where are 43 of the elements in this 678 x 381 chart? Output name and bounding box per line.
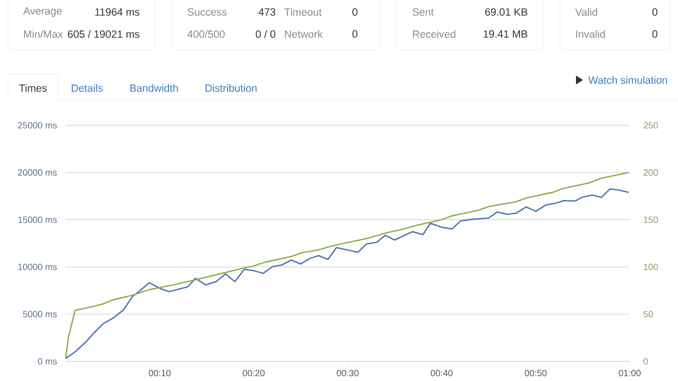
text: 0 xyxy=(652,8,658,16)
text: 69.01 KB xyxy=(485,8,528,16)
text: Sent xyxy=(412,8,434,16)
y-tick-label: 25000 ms xyxy=(18,122,57,128)
text: Bandwidth xyxy=(130,84,178,92)
text: 0 / 0 xyxy=(256,30,276,38)
y2-tick-label: 50 xyxy=(644,310,653,318)
text: Distribution xyxy=(206,84,257,92)
y-tick-label: 20000 ms xyxy=(18,169,57,176)
text: Watch simulation xyxy=(588,76,668,84)
text: 11964 ms xyxy=(95,8,140,16)
text: Average xyxy=(23,7,62,17)
text: Details xyxy=(72,84,103,92)
text: Received xyxy=(413,30,456,38)
text: 0 xyxy=(352,8,358,16)
text: Invalid xyxy=(576,30,605,38)
y2-tick-label: 100 xyxy=(644,264,658,270)
text: Times xyxy=(19,84,47,92)
text: 473 xyxy=(258,8,276,16)
text: Network xyxy=(285,30,323,38)
x-tick-label: 00:20 xyxy=(242,370,265,376)
y-tick-label: 5000 ms xyxy=(23,310,57,318)
x-tick-label: 00:50 xyxy=(524,370,547,376)
y-tick-label: 15000 ms xyxy=(18,216,57,223)
text: 0 xyxy=(352,30,358,38)
x-tick-label: 01:00 xyxy=(618,370,641,376)
y2-tick-label: 250 xyxy=(644,122,658,128)
x-tick-label: 00:10 xyxy=(148,370,171,376)
y2-tick-label: 200 xyxy=(644,169,658,176)
text: 400/500 xyxy=(187,30,225,38)
y-tick-label: 0 ms xyxy=(38,358,57,364)
text: Valid xyxy=(575,8,598,16)
y-tick-label: 10000 ms xyxy=(18,264,57,270)
x-tick-label: 00:40 xyxy=(430,370,453,376)
text: Min/Max xyxy=(24,30,63,38)
y2-tick-label: 0 xyxy=(644,358,648,364)
text: Success xyxy=(188,8,226,16)
text: Timeout xyxy=(284,8,322,16)
y2-tick-label: 150 xyxy=(644,216,658,223)
text: 605 / 19021 ms xyxy=(68,30,140,38)
x-tick-label: 00:30 xyxy=(336,370,359,376)
text: 0 xyxy=(652,30,658,38)
text: 19.41 MB xyxy=(484,30,528,38)
